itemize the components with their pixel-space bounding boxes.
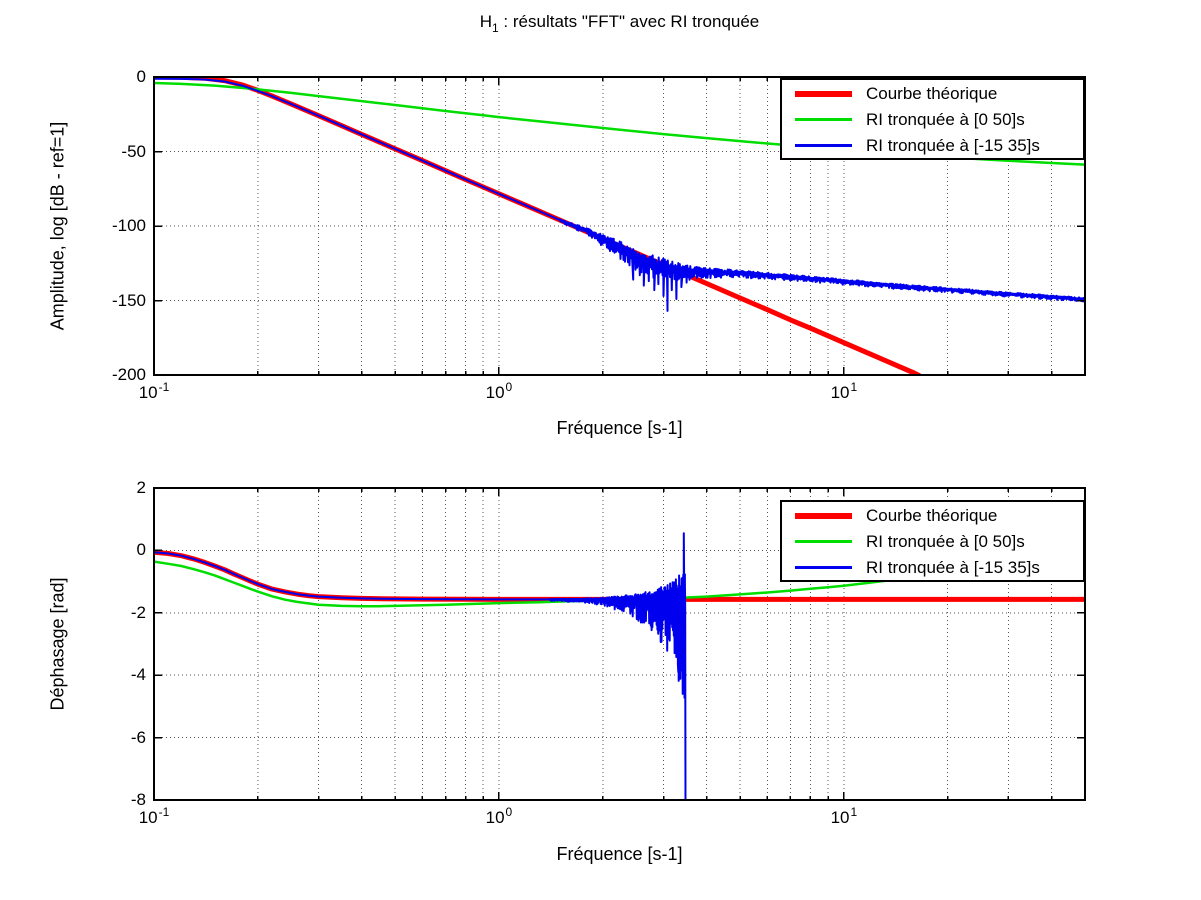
phase-y-tick-label: -8 bbox=[130, 790, 146, 809]
legend-line-sample-ri-m15-35 bbox=[795, 144, 852, 147]
figure-title-rest: : résultats "FFT" avec RI tronquée bbox=[498, 12, 760, 31]
legend-line-sample-ri-0-50 bbox=[795, 540, 852, 543]
legend-label: RI tronquée à [-15 35]s bbox=[866, 135, 1040, 155]
legend-item: RI tronquée à [-15 35]s bbox=[782, 133, 1083, 158]
legend-label: Courbe théorique bbox=[866, 505, 998, 525]
amplitude-x-tick-label: 101 bbox=[830, 380, 858, 402]
amplitude-grid bbox=[154, 77, 1085, 375]
legend-label: RI tronquée à [0 50]s bbox=[866, 531, 1025, 551]
amplitude-plot bbox=[153, 76, 1086, 376]
amplitude-y-axis-label: Amplitude, log [dB - ref=1] bbox=[47, 121, 68, 331]
figure-title: H1 : résultats "FFT" avec RI tronquée bbox=[154, 12, 1085, 35]
amplitude-y-tick-label: 0 bbox=[136, 67, 146, 86]
amplitude-y-tick-label: -150 bbox=[111, 290, 146, 310]
amplitude-x-tick-label: 10-1 bbox=[138, 380, 170, 402]
amplitude-x-axis-label: Fréquence [s-1] bbox=[556, 418, 683, 438]
legend-item: Courbe théorique bbox=[782, 503, 1083, 528]
phase-y-axis-label: Déphasage [rad] bbox=[47, 577, 68, 711]
phase-axis-box bbox=[153, 487, 1086, 801]
legend-label: RI tronquée à [-15 35]s bbox=[866, 557, 1040, 577]
phase-series-ri_m15_35-curve bbox=[154, 532, 687, 800]
legend-label: Courbe théorique bbox=[866, 83, 998, 103]
legend-label: RI tronquée à [0 50]s bbox=[866, 109, 1025, 129]
legend-phase: Courbe théorique RI tronquée à [0 50]s R… bbox=[780, 500, 1085, 582]
phase-y-tick-label: 2 bbox=[136, 478, 146, 497]
phase-plot bbox=[153, 487, 1086, 801]
legend-line-sample-ri-m15-35 bbox=[795, 566, 852, 569]
amplitude-y-tick-label: -200 bbox=[111, 365, 146, 384]
legend-line-sample-theoretical bbox=[795, 512, 852, 519]
legend-amplitude: Courbe théorique RI tronquée à [0 50]s R… bbox=[780, 78, 1085, 160]
phase-y-tick-label: -4 bbox=[130, 665, 146, 685]
figure-title-subscript: 1 bbox=[492, 21, 499, 35]
amplitude-series-ri_m15_35-curve bbox=[154, 77, 1085, 312]
amplitude-y-tick-label: -100 bbox=[111, 216, 146, 235]
legend-line-sample-ri-0-50 bbox=[795, 118, 852, 121]
legend-item: RI tronquée à [-15 35]s bbox=[782, 555, 1083, 580]
phase-x-tick-label: 100 bbox=[485, 805, 513, 827]
legend-item: RI tronquée à [0 50]s bbox=[782, 107, 1083, 132]
amplitude-y-tick-label: -50 bbox=[121, 141, 146, 161]
figure-title-base: H bbox=[479, 12, 493, 31]
phase-y-tick-label: -6 bbox=[130, 727, 146, 747]
legend-line-sample-theoretical bbox=[795, 90, 852, 97]
amplitude-x-tick-label: 100 bbox=[485, 380, 513, 402]
phase-x-axis-label: Fréquence [s-1] bbox=[556, 844, 683, 864]
legend-item: RI tronquée à [0 50]s bbox=[782, 529, 1083, 554]
phase-y-tick-label: -2 bbox=[130, 602, 146, 622]
phase-y-tick-label: 0 bbox=[136, 540, 146, 560]
phase-x-tick-label: 101 bbox=[830, 805, 858, 827]
legend-item: Courbe théorique bbox=[782, 81, 1083, 106]
phase-x-tick-label: 10-1 bbox=[138, 805, 170, 827]
